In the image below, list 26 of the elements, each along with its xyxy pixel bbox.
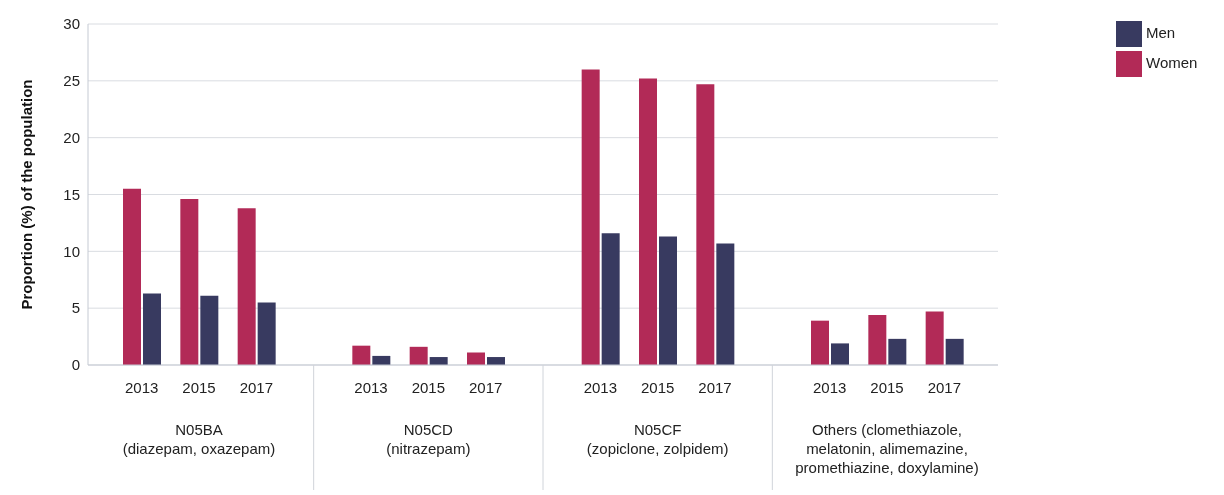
x-tick-label: 2013 [124,379,159,396]
y-axis-title: Proportion (%) of the population [18,79,36,310]
text: N05CF (zopiclone, zolpidem) [586,421,729,457]
x-tick-label: 2013 [354,379,388,396]
y-tick-label: 10 [63,242,80,260]
x-tick-label: 2017 [468,379,503,396]
x-tick-label: 2013 [812,379,847,396]
x-tick-label: 2015 [182,379,216,396]
x-tick-label: 2013 [583,379,618,396]
legend-label: Men [1146,24,1176,41]
x-tick-label: 2017 [698,379,732,396]
x-tick-label: 2017 [927,379,962,396]
x-tick-label: 2015 [640,379,675,396]
y-tick-label: 25 [63,72,80,90]
x-tick-label: 2017 [239,379,274,396]
y-tick-label: 5 [71,299,80,317]
x-tick-label: 2015 [870,379,904,396]
y-tick-label: 0 [71,356,80,374]
legend-label: Women [1146,54,1198,71]
text: N05CD (nitrazepam) [386,421,471,457]
text: N05BA (diazepam, oxazepam) [122,421,276,457]
text: Others (clomethiazole, melatonin, alimemazine, promethiazine, doxylamine) [795,421,979,476]
y-tick-label: 15 [63,185,80,203]
x-tick-label: 2015 [411,379,446,396]
y-tick-label: 30 [63,15,80,33]
y-tick-label: 20 [63,128,80,146]
